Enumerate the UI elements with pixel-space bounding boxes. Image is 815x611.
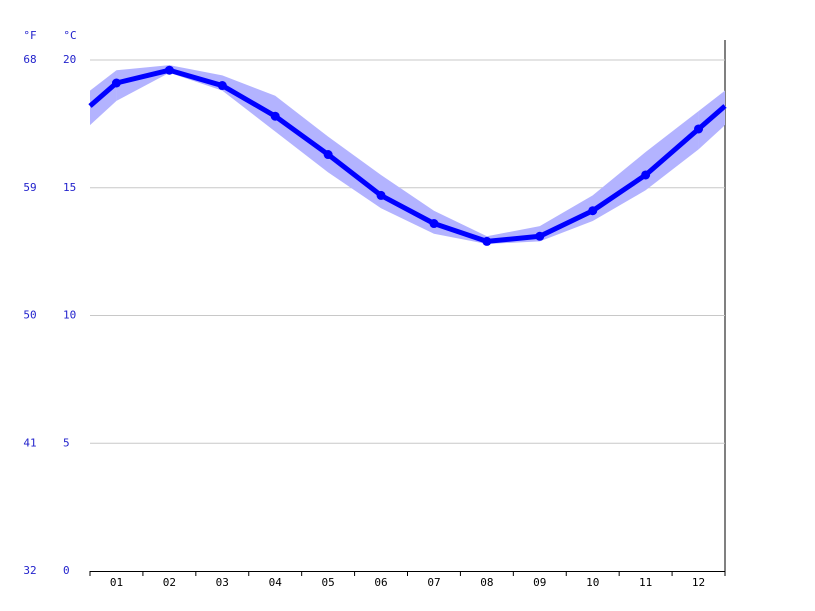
point	[588, 206, 598, 216]
point	[535, 231, 545, 241]
y-tick-label: 20	[63, 53, 76, 66]
point	[270, 111, 280, 121]
y2-tick-label: 59	[23, 181, 36, 194]
line-wrap	[696, 104, 727, 131]
y-tick-label: 15	[63, 181, 76, 194]
x-tick-label: 08	[480, 576, 493, 589]
x-tick-label: 12	[692, 576, 705, 589]
point	[376, 190, 386, 200]
point	[429, 219, 439, 229]
y-unit: °C	[63, 29, 76, 42]
line-wrap	[88, 81, 119, 108]
x-tick-label: 09	[533, 576, 546, 589]
x-tick-label: 07	[427, 576, 440, 589]
y-tick-label: 10	[63, 309, 76, 322]
point	[694, 124, 704, 134]
y-tick-label: 5	[63, 436, 70, 449]
x-tick-label: 10	[586, 576, 599, 589]
point	[641, 170, 651, 180]
x-tick-label: 02	[163, 576, 176, 589]
y2-tick-label: 68	[23, 53, 36, 66]
line	[115, 67, 701, 244]
point	[164, 65, 174, 75]
y-tick-label: 0	[63, 564, 70, 577]
x-tick-label: 01	[110, 576, 123, 589]
x-tick-label: 03	[216, 576, 229, 589]
point	[323, 150, 333, 160]
y2-tick-label: 41	[23, 436, 36, 449]
x-tick-label: 06	[374, 576, 387, 589]
point	[217, 81, 227, 91]
y2-tick-label: 32	[23, 564, 36, 577]
y2-tick-label: 50	[23, 309, 36, 322]
x-tick-label: 05	[322, 576, 335, 589]
x-tick-label: 11	[639, 576, 652, 589]
range-band	[116, 65, 699, 244]
x-tick-label: 04	[269, 576, 283, 589]
y2-unit: °F	[23, 29, 36, 42]
point	[482, 236, 492, 246]
point	[111, 78, 121, 88]
